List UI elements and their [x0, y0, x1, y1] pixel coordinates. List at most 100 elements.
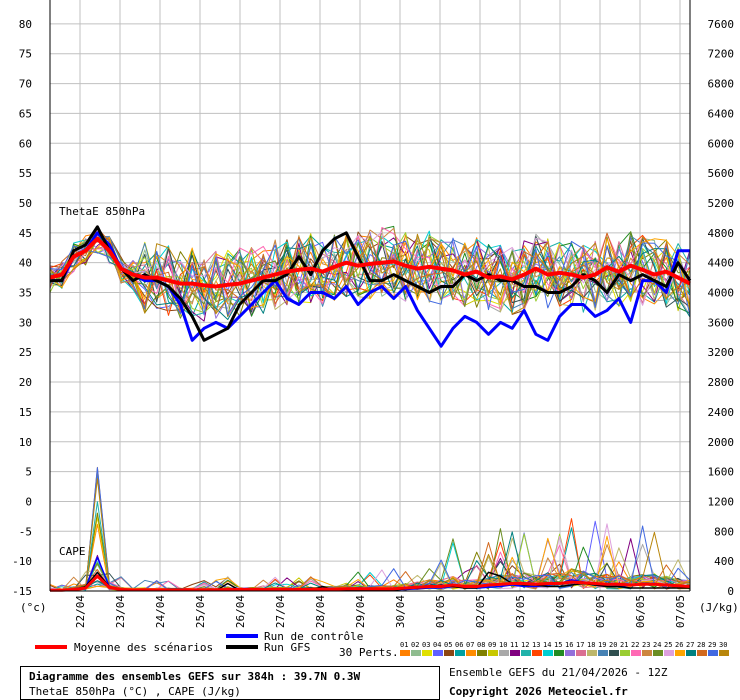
pert-legend-id: 04: [433, 641, 441, 649]
pert-thetae-line-29: [49, 236, 691, 317]
y-right-tick-label: 5600: [708, 167, 735, 180]
y-right-tick-label: 6000: [708, 137, 735, 150]
pert-legend-swatch: [444, 650, 454, 656]
thetae-panel-label: ThetaE 850hPa: [59, 205, 145, 218]
pert-legend-swatch: [532, 650, 542, 656]
y-right-tick-label: 4800: [708, 227, 735, 240]
y-right-tick-label: 1200: [708, 495, 735, 508]
pert-legend-id: 12: [521, 641, 529, 649]
pert-legend-swatch: [521, 650, 531, 656]
pert-legend-swatch: [642, 650, 652, 656]
y-right-tick-label: 3600: [708, 316, 735, 329]
x-tick-label: 06/05: [634, 595, 647, 628]
pert-legend-id: 27: [686, 641, 694, 649]
pert-legend-id: 07: [466, 641, 474, 649]
legend-gfs-label: Run GFS: [264, 641, 310, 654]
x-tick-label: 23/04: [114, 595, 127, 628]
pert-legend-swatch: [422, 650, 432, 656]
pert-legend-swatch: [675, 650, 685, 656]
pert-thetae-line-25: [49, 231, 691, 306]
pert-legend-id: 03: [422, 641, 430, 649]
x-tick-label: 28/04: [314, 595, 327, 628]
pert-legend-swatch: [411, 650, 421, 656]
y-right-tick-label: 800: [714, 525, 734, 538]
pert-legend-id: 15: [554, 641, 562, 649]
pert-legend-swatch: [488, 650, 498, 656]
pert-legend-swatch: [510, 650, 520, 656]
y-right-tick-label: 6800: [708, 78, 735, 91]
pert-legend-id: 06: [455, 641, 463, 649]
y-left-tick-label: 50: [19, 197, 32, 210]
y-left-tick-label: 80: [19, 18, 32, 31]
y-right-tick-label: 3200: [708, 346, 735, 359]
y-left-tick-label: 75: [19, 48, 32, 61]
pert-legend-id: 17: [576, 641, 584, 649]
x-tick-label: 02/05: [474, 595, 487, 628]
chart-axes: -15 0 -10 400 -5 800 0 1200 5 1600 10 2000 15 2400 20 2…: [12, 0, 734, 628]
pert-legend-swatch: [708, 650, 718, 656]
pert-legend-id: 21: [620, 641, 628, 649]
legend-control-label: Run de contrôle: [264, 630, 363, 643]
legend-mean-label: Moyenne des scénarios: [74, 641, 213, 654]
pert-legend-swatch: [620, 650, 630, 656]
pert-legend-swatch: [719, 650, 729, 656]
footer-copyright: Copyright 2026 Meteociel.fr: [449, 685, 628, 698]
x-tick-label: 27/04: [274, 595, 287, 628]
x-tick-label: 05/05: [594, 595, 607, 628]
pert-legend-id: 28: [697, 641, 705, 649]
y-right-tick-label: 1600: [708, 466, 735, 479]
pert-legend-swatch: [554, 650, 564, 656]
pert-cape-line-29: [49, 467, 691, 591]
x-tick-label: 24/04: [154, 595, 167, 628]
footer-title: Diagramme des ensembles GEFS sur 384h : …: [29, 670, 361, 683]
y-left-tick-label: 45: [19, 227, 32, 240]
pert-legend-swatch: [499, 650, 509, 656]
y-right-tick-label: 0: [727, 585, 734, 598]
y-right-tick-label: 7200: [708, 48, 735, 61]
pert-legend-id: 19: [598, 641, 606, 649]
pert-thetae-line-04: [49, 237, 691, 312]
y-left-tick-label: 70: [19, 78, 32, 91]
x-tick-label: 07/05: [674, 595, 687, 628]
pert-legend-swatch: [664, 650, 674, 656]
pert-legend-id: 24: [653, 641, 661, 649]
y-left-tick-label: 60: [19, 137, 32, 150]
gfs-thetae-line: [50, 225, 692, 342]
pert-legend-swatch: [598, 650, 608, 656]
pert-thetae-line-19: [49, 235, 691, 309]
y-right-tick-label: 4000: [708, 287, 735, 300]
pert-legend-swatch: [466, 650, 476, 656]
pert-legend-id: 26: [675, 641, 683, 649]
x-tick-label: 04/05: [554, 595, 567, 628]
y-right-tick-label: 2800: [708, 376, 735, 389]
y-left-tick-label: 25: [19, 346, 32, 359]
footer-subtitle: ThetaE 850hPa (°C) , CAPE (J/kg): [29, 685, 241, 698]
y-right-tick-label: 6400: [708, 107, 735, 120]
footer-run-info: Ensemble GEFS du 21/04/2026 - 12Z: [449, 666, 668, 679]
pert-legend-swatch: [686, 650, 696, 656]
legend: Moyenne des scénarios Run de contrôle Ru…: [35, 630, 729, 659]
pert-legend-id: 10: [499, 641, 507, 649]
x-tick-label: 29/04: [354, 595, 367, 628]
y-left-tick-label: 55: [19, 167, 32, 180]
pert-legend-id: 20: [609, 641, 617, 649]
legend-perts-label: 30 Perts.: [339, 646, 399, 659]
y-left-tick-label: -15: [12, 585, 32, 598]
y-left-tick-label: 40: [19, 257, 32, 270]
pert-legend-id: 23: [642, 641, 650, 649]
pert-legend-swatch: [477, 650, 487, 656]
y-left-tick-label: -5: [19, 525, 32, 538]
y-left-tick-label: 30: [19, 316, 32, 329]
mean-cape-line: [50, 574, 691, 592]
x-tick-label: 03/05: [514, 595, 527, 628]
footer-box: Diagramme des ensembles GEFS sur 384h : …: [20, 666, 440, 700]
x-tick-label: 01/05: [434, 595, 447, 628]
pert-legend-swatch: [587, 650, 597, 656]
pert-thetae-line-23: [49, 227, 691, 314]
pert-legend-id: 08: [477, 641, 485, 649]
y-left-tick-label: 0: [25, 495, 32, 508]
pert-legend-swatch: [631, 650, 641, 656]
pert-legend-swatch: [565, 650, 575, 656]
